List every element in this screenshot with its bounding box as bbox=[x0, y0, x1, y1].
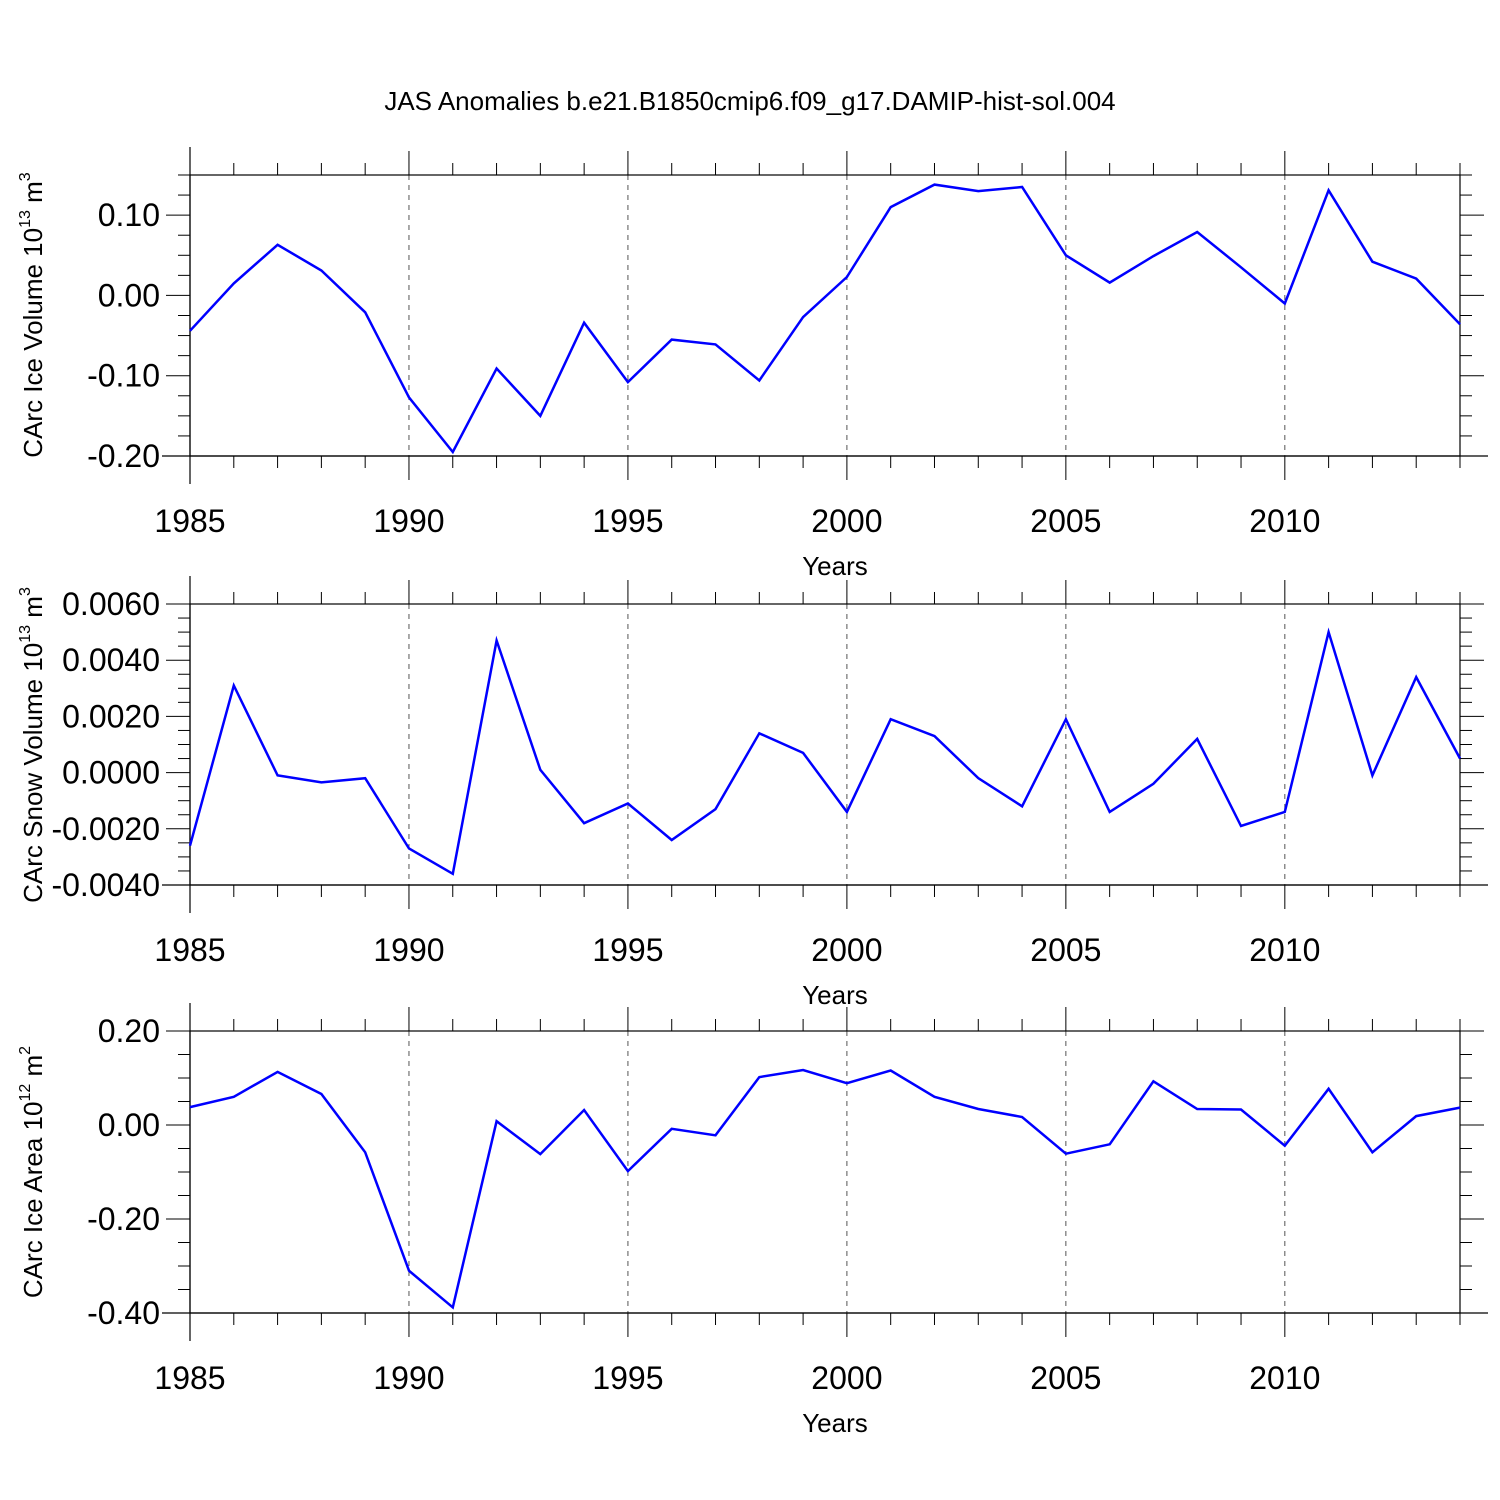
series-line bbox=[189, 183, 1461, 455]
x-tick-label: 2010 bbox=[1249, 503, 1320, 539]
y-tick-label: -0.0020 bbox=[51, 811, 160, 847]
y-axis-label: CArc Ice Area 1012 m2 bbox=[17, 1046, 48, 1298]
x-tick-label: 1995 bbox=[592, 932, 663, 968]
x-tick-label: 2005 bbox=[1030, 503, 1101, 539]
y-axis-label-exponent: 13 bbox=[17, 625, 34, 643]
x-tick-label: 1990 bbox=[373, 932, 444, 968]
y-tick-label: 0.20 bbox=[98, 1013, 160, 1049]
x-axis-label: Years bbox=[802, 980, 868, 1010]
y-tick-label: -0.20 bbox=[87, 1201, 160, 1237]
y-axis-label-unit: m bbox=[18, 596, 48, 625]
y-tick-label: -0.0040 bbox=[51, 867, 160, 903]
x-tick-label: 1985 bbox=[154, 1360, 225, 1396]
x-axis-label: Years bbox=[802, 551, 868, 581]
y-tick-label: 0.0020 bbox=[62, 698, 160, 734]
x-tick-label: 1985 bbox=[154, 503, 225, 539]
y-axis-label-unit-exponent: 2 bbox=[17, 1046, 34, 1055]
y-axis-label: CArc Snow Volume 1013 m3 bbox=[17, 587, 48, 903]
panel-2: 1985 1990 1995 2000 2005 2010 -0.0040 -0.0020 0.… bbox=[17, 576, 1488, 1010]
y-axis-label-unit-exponent: 3 bbox=[17, 172, 34, 181]
x-tick-label: 1995 bbox=[592, 503, 663, 539]
y-tick-label: -0.10 bbox=[87, 358, 160, 394]
x-tick-label: 2000 bbox=[811, 1360, 882, 1396]
series-line bbox=[189, 1068, 1461, 1310]
x-tick-label: 2010 bbox=[1249, 932, 1320, 968]
x-tick-label: 2005 bbox=[1030, 932, 1101, 968]
y-axis-label: CArc Ice Volume 1013 m3 bbox=[17, 172, 48, 457]
x-axis-label: Years bbox=[802, 1408, 868, 1438]
x-tick-label: 2000 bbox=[811, 932, 882, 968]
y-axis-label-exponent: 13 bbox=[17, 210, 34, 228]
y-axis-label-unit: m bbox=[18, 1055, 48, 1084]
y-tick-label: 0.0000 bbox=[62, 755, 160, 791]
y-tick-label: 0.00 bbox=[98, 1107, 160, 1143]
y-axis-label-exponent: 12 bbox=[17, 1084, 34, 1102]
panel-1: 1985 1990 1995 2000 2005 2010 -0.20 -0.10 0.00 0.… bbox=[17, 147, 1488, 581]
chart-title: JAS Anomalies b.e21.B1850cmip6.f09_g17.D… bbox=[384, 86, 1115, 116]
y-axis-label-unit-exponent: 3 bbox=[17, 587, 34, 596]
x-tick-label: 2010 bbox=[1249, 1360, 1320, 1396]
x-tick-label: 2005 bbox=[1030, 1360, 1101, 1396]
x-tick-label: 1990 bbox=[373, 503, 444, 539]
series-line bbox=[188, 627, 1462, 876]
x-tick-label: 2000 bbox=[811, 503, 882, 539]
panel-3: 1985 1990 1995 2000 2005 2010 -0.40 -0.20 0.00 0.… bbox=[17, 1003, 1488, 1438]
y-axis-label-text: CArc Ice Volume 10 bbox=[18, 228, 48, 458]
plot-frame bbox=[189, 1030, 1461, 1314]
y-tick-label: 0.00 bbox=[98, 277, 160, 313]
x-tick-label: 1990 bbox=[373, 1360, 444, 1396]
y-tick-label: 0.0060 bbox=[62, 586, 160, 622]
x-tick-label: 1995 bbox=[592, 1360, 663, 1396]
y-axis-label-text: CArc Ice Area 10 bbox=[18, 1102, 48, 1299]
y-tick-label: 0.0040 bbox=[62, 642, 160, 678]
plot-frame bbox=[189, 174, 1461, 457]
y-axis-label-text: CArc Snow Volume 10 bbox=[18, 643, 48, 903]
y-axis-label-unit: m bbox=[18, 181, 48, 210]
x-tick-label: 1985 bbox=[154, 932, 225, 968]
y-tick-label: 0.10 bbox=[98, 197, 160, 233]
y-tick-label: -0.40 bbox=[87, 1295, 160, 1331]
plot-frame bbox=[189, 603, 1461, 886]
y-tick-label: -0.20 bbox=[87, 438, 160, 474]
